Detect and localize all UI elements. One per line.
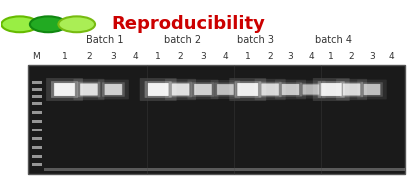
Circle shape [1,16,38,32]
FancyBboxPatch shape [144,81,171,98]
Text: 3: 3 [200,52,205,61]
Text: 1: 1 [244,52,250,61]
FancyBboxPatch shape [320,83,341,96]
FancyBboxPatch shape [281,84,298,95]
Text: 1: 1 [328,52,333,61]
Text: 2: 2 [267,52,272,61]
Text: batch 3: batch 3 [237,35,274,45]
Text: M: M [32,52,40,61]
FancyBboxPatch shape [105,84,121,95]
Circle shape [30,16,66,32]
FancyBboxPatch shape [77,82,100,97]
FancyBboxPatch shape [32,129,42,131]
Text: 3: 3 [368,52,374,61]
FancyBboxPatch shape [165,79,196,100]
FancyBboxPatch shape [229,78,265,101]
FancyBboxPatch shape [214,83,236,96]
FancyBboxPatch shape [169,82,191,97]
Text: 2: 2 [178,52,183,61]
FancyBboxPatch shape [362,84,380,95]
FancyBboxPatch shape [32,137,42,140]
FancyBboxPatch shape [295,80,325,99]
FancyBboxPatch shape [32,88,42,91]
FancyBboxPatch shape [279,82,301,97]
FancyBboxPatch shape [102,82,124,97]
FancyBboxPatch shape [356,80,386,99]
FancyBboxPatch shape [147,83,169,96]
Text: 4: 4 [388,52,393,61]
FancyBboxPatch shape [28,65,404,174]
FancyBboxPatch shape [216,84,234,95]
FancyBboxPatch shape [98,80,128,99]
FancyBboxPatch shape [32,120,42,123]
FancyBboxPatch shape [32,95,42,98]
FancyBboxPatch shape [302,84,318,95]
FancyBboxPatch shape [32,81,42,84]
Text: 1: 1 [155,52,161,61]
FancyBboxPatch shape [139,78,176,101]
FancyBboxPatch shape [32,146,42,149]
FancyBboxPatch shape [317,81,344,98]
FancyBboxPatch shape [44,168,404,171]
FancyBboxPatch shape [210,80,240,99]
FancyBboxPatch shape [32,111,42,114]
FancyBboxPatch shape [191,82,214,97]
FancyBboxPatch shape [261,83,279,96]
FancyBboxPatch shape [32,102,42,105]
FancyBboxPatch shape [261,84,278,95]
FancyBboxPatch shape [80,84,97,95]
FancyBboxPatch shape [46,78,83,101]
FancyBboxPatch shape [236,83,258,96]
Text: batch 2: batch 2 [164,35,201,45]
FancyBboxPatch shape [254,79,285,100]
FancyBboxPatch shape [335,79,366,100]
Text: 4: 4 [222,52,228,61]
FancyBboxPatch shape [54,83,75,96]
FancyBboxPatch shape [171,83,189,96]
FancyBboxPatch shape [32,163,42,166]
Text: 3: 3 [287,52,293,61]
FancyBboxPatch shape [193,84,211,95]
FancyBboxPatch shape [312,78,349,101]
FancyBboxPatch shape [320,83,341,96]
FancyBboxPatch shape [342,83,360,96]
FancyBboxPatch shape [194,84,211,95]
FancyBboxPatch shape [80,83,98,96]
Circle shape [58,16,95,32]
Text: 1: 1 [61,52,67,61]
FancyBboxPatch shape [104,84,122,95]
FancyBboxPatch shape [172,84,189,95]
FancyBboxPatch shape [299,83,321,96]
FancyBboxPatch shape [32,155,42,158]
FancyBboxPatch shape [73,79,104,100]
FancyBboxPatch shape [363,84,379,95]
FancyBboxPatch shape [342,84,359,95]
Text: Batch 1: Batch 1 [86,35,124,45]
FancyBboxPatch shape [234,81,261,98]
Text: 4: 4 [133,52,138,61]
FancyBboxPatch shape [281,84,299,95]
Text: Reproducibility: Reproducibility [111,15,265,33]
FancyBboxPatch shape [187,80,218,99]
Text: batch 4: batch 4 [314,35,351,45]
FancyBboxPatch shape [217,84,233,95]
Text: 3: 3 [110,52,116,61]
Text: 2: 2 [86,52,92,61]
FancyBboxPatch shape [51,81,78,98]
FancyBboxPatch shape [148,83,168,96]
Text: 2: 2 [348,52,353,61]
FancyBboxPatch shape [258,82,281,97]
FancyBboxPatch shape [274,80,305,99]
FancyBboxPatch shape [339,82,362,97]
FancyBboxPatch shape [301,84,319,95]
FancyBboxPatch shape [54,83,74,96]
FancyBboxPatch shape [360,82,382,97]
FancyBboxPatch shape [237,83,257,96]
Text: 4: 4 [307,52,313,61]
